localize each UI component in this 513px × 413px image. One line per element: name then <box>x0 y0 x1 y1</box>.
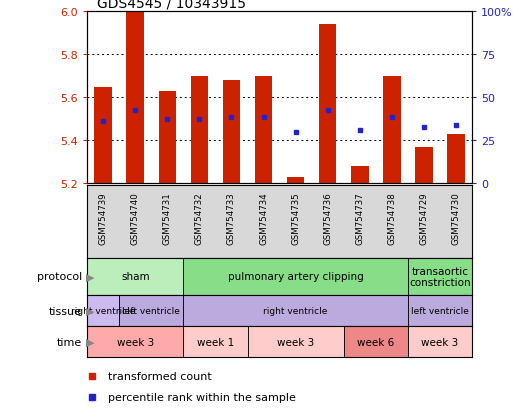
Text: transformed count: transformed count <box>108 371 211 381</box>
Bar <box>184 326 247 357</box>
Bar <box>184 258 408 295</box>
Bar <box>319 25 337 184</box>
Text: week 3: week 3 <box>116 337 154 347</box>
Text: GSM754729: GSM754729 <box>419 192 428 244</box>
Text: tissue: tissue <box>49 306 82 316</box>
Bar <box>87 258 184 295</box>
Text: GSM754734: GSM754734 <box>259 192 268 244</box>
Bar <box>223 81 240 184</box>
Bar <box>351 166 368 184</box>
Text: week 3: week 3 <box>277 337 314 347</box>
Text: ▶: ▶ <box>86 337 95 347</box>
Text: GSM754737: GSM754737 <box>355 192 364 244</box>
Bar <box>255 77 272 184</box>
Text: week 1: week 1 <box>197 337 234 347</box>
Text: left ventricle: left ventricle <box>123 306 180 315</box>
Bar <box>119 295 184 326</box>
Text: pulmonary artery clipping: pulmonary artery clipping <box>228 272 364 282</box>
Bar <box>344 326 408 357</box>
Text: protocol: protocol <box>37 272 82 282</box>
Text: ▶: ▶ <box>86 272 95 282</box>
Bar <box>287 177 304 184</box>
Text: GSM754733: GSM754733 <box>227 192 236 244</box>
Text: ▶: ▶ <box>86 306 95 316</box>
Bar <box>87 326 184 357</box>
Text: percentile rank within the sample: percentile rank within the sample <box>108 392 295 401</box>
Text: time: time <box>57 337 82 347</box>
Text: right ventricle: right ventricle <box>264 306 328 315</box>
Bar <box>247 326 344 357</box>
Text: GSM754735: GSM754735 <box>291 192 300 244</box>
Bar <box>191 77 208 184</box>
Text: left ventricle: left ventricle <box>411 306 469 315</box>
Bar <box>127 12 144 184</box>
Text: GSM754731: GSM754731 <box>163 192 172 244</box>
Bar <box>383 77 401 184</box>
Text: GDS4545 / 10343915: GDS4545 / 10343915 <box>97 0 246 10</box>
Bar <box>87 295 119 326</box>
Bar <box>415 147 432 184</box>
Text: GSM754730: GSM754730 <box>451 192 461 244</box>
Bar <box>408 295 472 326</box>
Bar <box>94 88 112 184</box>
Text: transaortic
constriction: transaortic constriction <box>409 266 471 287</box>
Text: GSM754740: GSM754740 <box>131 192 140 244</box>
Bar <box>408 326 472 357</box>
Bar <box>408 258 472 295</box>
Text: GSM754739: GSM754739 <box>98 192 108 244</box>
Text: sham: sham <box>121 272 150 282</box>
Bar <box>159 92 176 184</box>
Text: week 6: week 6 <box>357 337 394 347</box>
Bar <box>184 295 408 326</box>
Bar <box>447 135 465 184</box>
Text: GSM754736: GSM754736 <box>323 192 332 244</box>
Text: GSM754732: GSM754732 <box>195 192 204 244</box>
Text: GSM754738: GSM754738 <box>387 192 397 244</box>
Text: right ventricle: right ventricle <box>71 306 135 315</box>
Text: week 3: week 3 <box>421 337 459 347</box>
